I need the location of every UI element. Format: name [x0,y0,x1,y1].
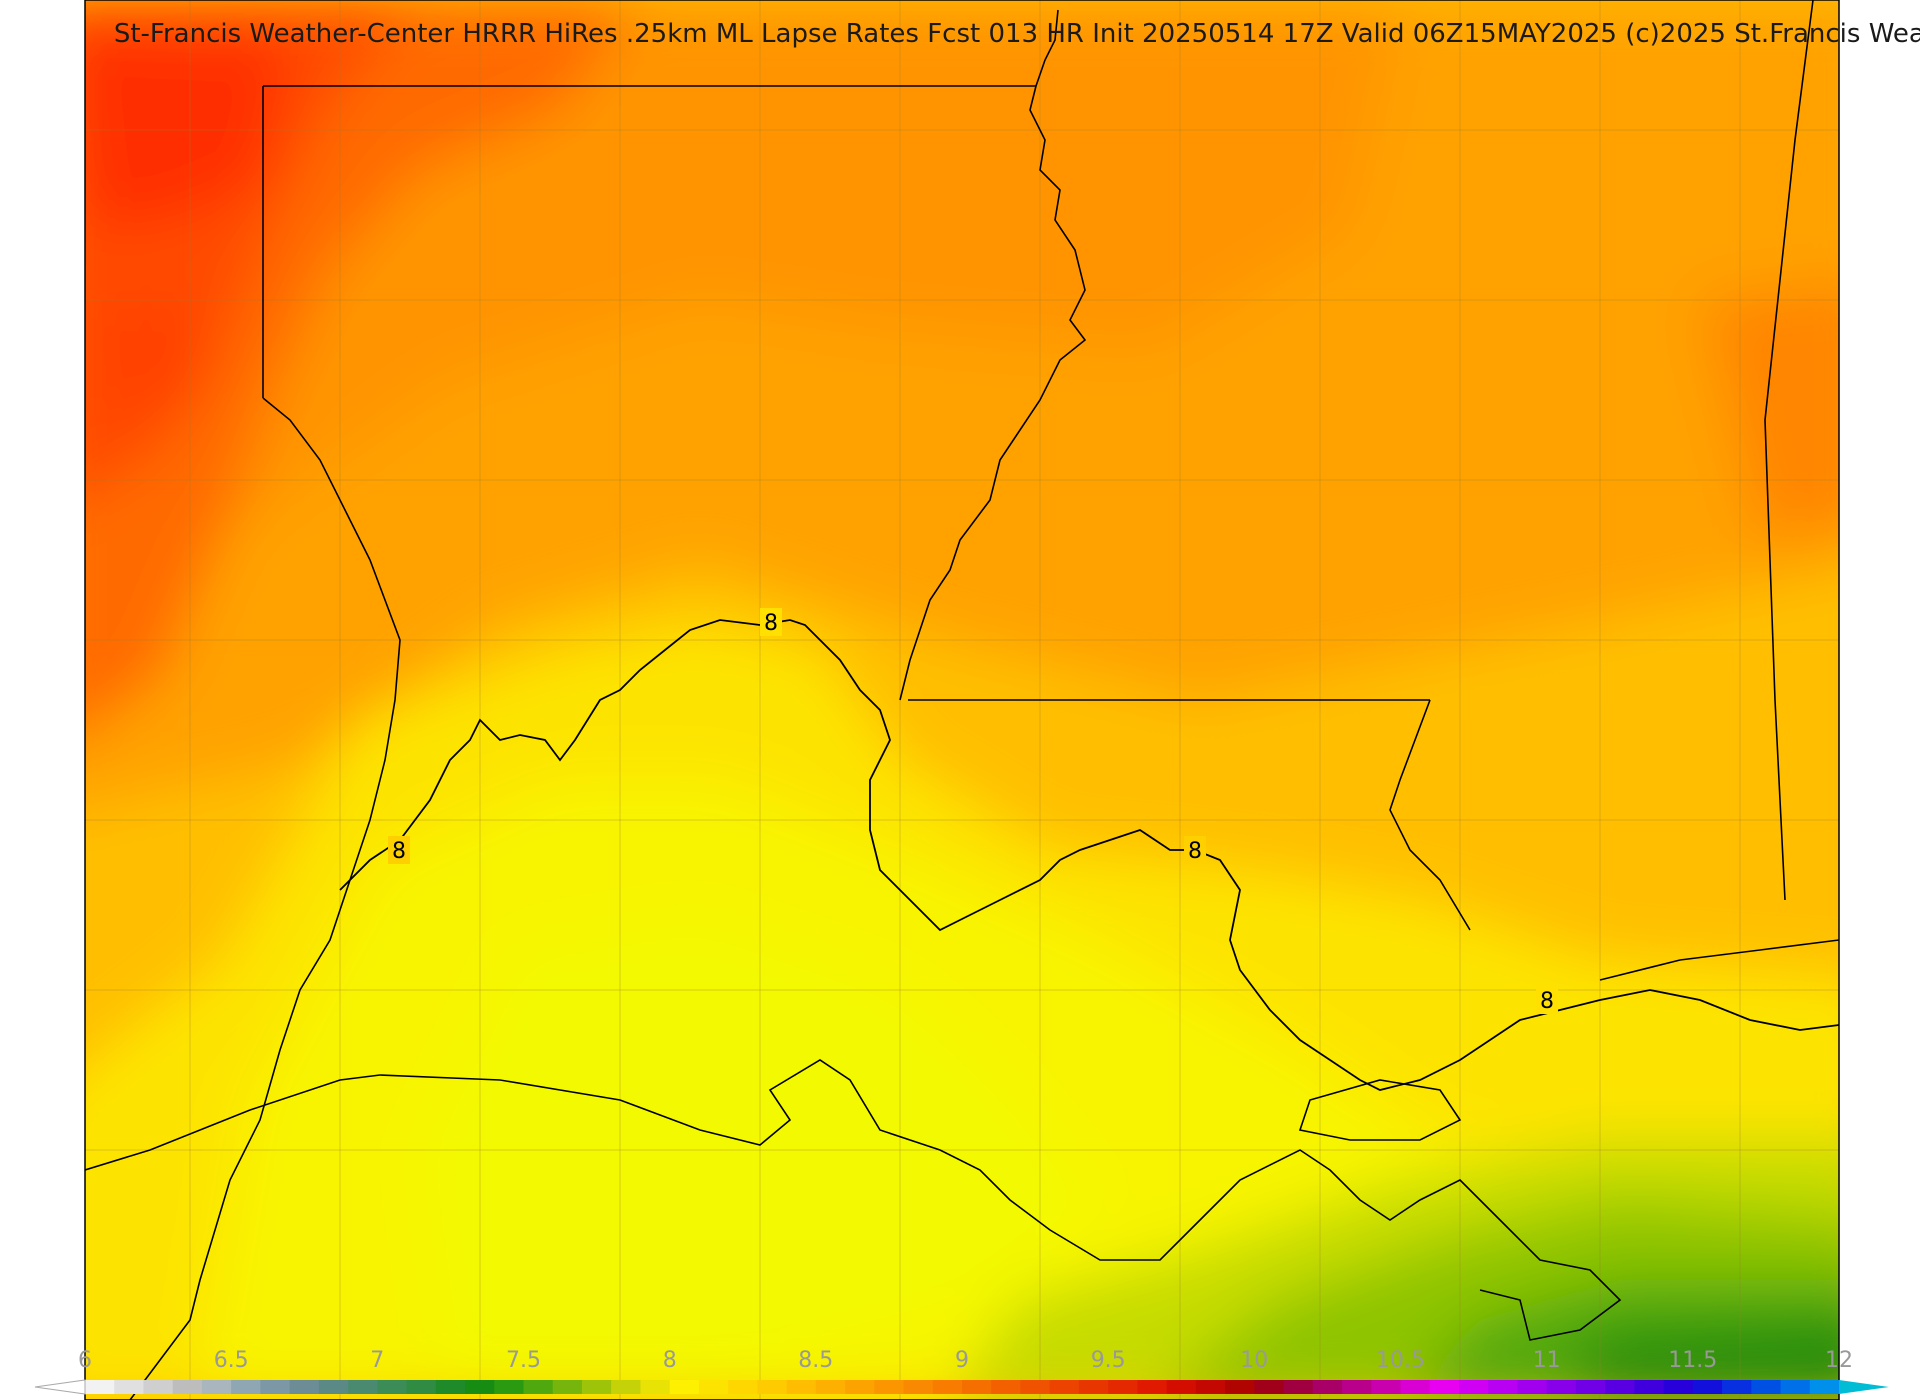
colorbar-cell [465,1380,495,1394]
colorbar-cell [377,1380,408,1394]
colorbar-cell [932,1380,963,1394]
colorbar-cell [640,1380,671,1394]
louisiana-mississippi-border [1389,699,1471,931]
colorbar-cell [1049,1380,1080,1394]
colorbar-cell [1663,1380,1694,1394]
colorbar-cell [1166,1380,1197,1394]
mississippi-river-border [899,9,1087,701]
colorbar-cell [757,1380,788,1394]
colorbar-cell [1400,1380,1431,1394]
colorbar-cell [1195,1380,1226,1394]
colorbar-tick-label: 10 [1240,1348,1268,1373]
colorbar-tick-label: 6 [78,1348,92,1373]
colorbar-cell [172,1380,203,1394]
colorbar-cell [669,1380,700,1394]
colorbar-cell [1283,1380,1314,1394]
colorbar-cell [1254,1380,1285,1394]
colorbar-cell [581,1380,612,1394]
colorbar-cell [1488,1380,1519,1394]
colorbar-cells [85,1380,1840,1394]
colorbar-cell [1225,1380,1255,1394]
contour-label-central: 8 [1188,839,1202,864]
colorbar-cell [114,1380,145,1394]
colorbar-cell [1546,1380,1577,1394]
colorbar-cell [318,1380,349,1394]
colorbar-tick-label: 8 [663,1348,677,1373]
red-river-border [129,397,401,1400]
colorbar-cell [1605,1380,1635,1394]
colorbar-cell [611,1380,642,1394]
texas-louisiana-border [85,1074,381,1171]
colorbar-cell [1429,1380,1460,1394]
lapse-rate-field [85,0,1839,1400]
colorbar-cell [962,1380,992,1394]
lake-pontchartrain [1298,1079,1462,1141]
colorbar-cell [260,1380,291,1394]
state-boundaries [85,0,1839,1400]
colorbar-cell [435,1380,466,1394]
colorbar-cell [1722,1380,1752,1394]
colorbar-tick-label: 11.5 [1668,1348,1717,1373]
colorbar-cell [903,1380,934,1394]
colorbar-cell [991,1380,1022,1394]
colorbar: 6 6.5 7 7.5 8 8.5 9 9.5 10 10.5 11 11.5 12 [34,1348,1889,1395]
map-frame [84,0,1840,1400]
colorbar-cell [1020,1380,1051,1394]
colorbar-cell [1634,1380,1665,1394]
colorbar-cell [1575,1380,1606,1394]
colorbar-cell [728,1380,758,1394]
contour-label-north: 8 [764,611,778,636]
colorbar-cell [1517,1380,1548,1394]
colorbar-cell [1342,1380,1372,1394]
lapse-rate-8-contour [339,619,1839,1091]
map-title: St-Francis Weather-Center HRRR HiRes .25… [114,19,1920,49]
colorbar-cell [552,1380,583,1394]
colorbar-cell [1458,1380,1489,1394]
colorbar-tick-label: 8.5 [798,1348,833,1373]
colorbar-tick-label: 12 [1825,1348,1853,1373]
colorbar-cell [1809,1380,1840,1394]
colorbar-tick-label: 9.5 [1091,1348,1126,1373]
colorbar-cell [1137,1380,1168,1394]
colorbar-cell [1751,1380,1782,1394]
colorbar-cell [143,1380,174,1394]
colorbar-cell [786,1380,817,1394]
colorbar-tick-label: 7 [370,1348,384,1373]
colorbar-tick-label: 6.5 [214,1348,249,1373]
colorbar-cell [845,1380,875,1394]
colorbar-cell [1780,1380,1811,1394]
gulf-coastline [379,1059,1622,1341]
colorbar-tick-label: 11 [1533,1348,1561,1373]
alabama-coastline [1599,939,1839,981]
colorbar-cell [85,1380,115,1394]
mississippi-alabama-border [1764,0,1814,901]
colorbar-cell [874,1380,905,1394]
contour-label-east: 8 [1540,989,1554,1014]
colorbar-cell [1371,1380,1402,1394]
colorbar-cell [289,1380,320,1394]
colorbar-cell [406,1380,437,1394]
colorbar-cell [1312,1380,1343,1394]
colorbar-cell [348,1380,378,1394]
colorbar-over-arrow [1839,1380,1889,1394]
colorbar-cell [201,1380,232,1394]
colorbar-tick-label: 7.5 [506,1348,541,1373]
colorbar-cell [815,1380,846,1394]
colorbar-under-arrow [34,1379,86,1395]
colorbar-tick-label: 10.5 [1376,1348,1425,1373]
colorbar-cell [1108,1380,1138,1394]
colorbar-cell [698,1380,729,1394]
contour-labels: 8 8 8 8 [388,608,1558,1014]
colorbar-cell [523,1380,554,1394]
colorbar-cell [231,1380,261,1394]
colorbar-cell [1078,1380,1109,1394]
contour-label-west: 8 [392,839,406,864]
colorbar-cell [494,1380,525,1394]
colorbar-tick-label: 9 [955,1348,969,1373]
colorbar-cell [1692,1380,1723,1394]
colorbar-ticks: 6 6.5 7 7.5 8 8.5 9 9.5 10 10.5 11 11.5 12 [78,1348,1853,1373]
